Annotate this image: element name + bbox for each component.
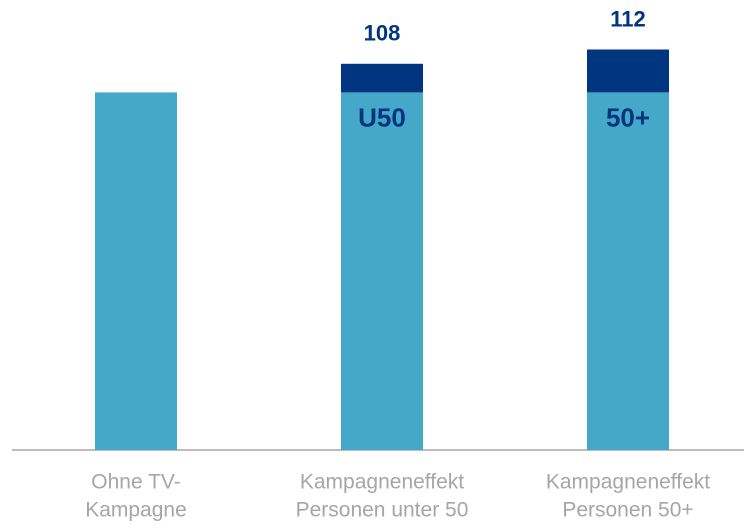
total-label: 112 bbox=[610, 6, 646, 31]
segment-label: U50 bbox=[358, 102, 406, 132]
bar-segment bbox=[341, 63, 423, 93]
total-label: 108 bbox=[364, 21, 401, 46]
x-tick-label: Kampagneneffekt bbox=[300, 471, 464, 494]
x-tick-label: Kampagne bbox=[85, 499, 187, 522]
x-tick-label: Kampagneneffekt bbox=[546, 471, 710, 494]
bar-segment bbox=[587, 92, 669, 451]
bar-segment bbox=[341, 92, 423, 451]
bar-segment bbox=[587, 49, 669, 93]
bar-segment bbox=[95, 92, 177, 451]
segment-label: 50+ bbox=[606, 102, 650, 132]
x-tick-label: Personen 50+ bbox=[562, 499, 693, 522]
x-tick-label: Ohne TV- bbox=[91, 471, 181, 494]
x-tick-label: Personen unter 50 bbox=[296, 499, 469, 522]
